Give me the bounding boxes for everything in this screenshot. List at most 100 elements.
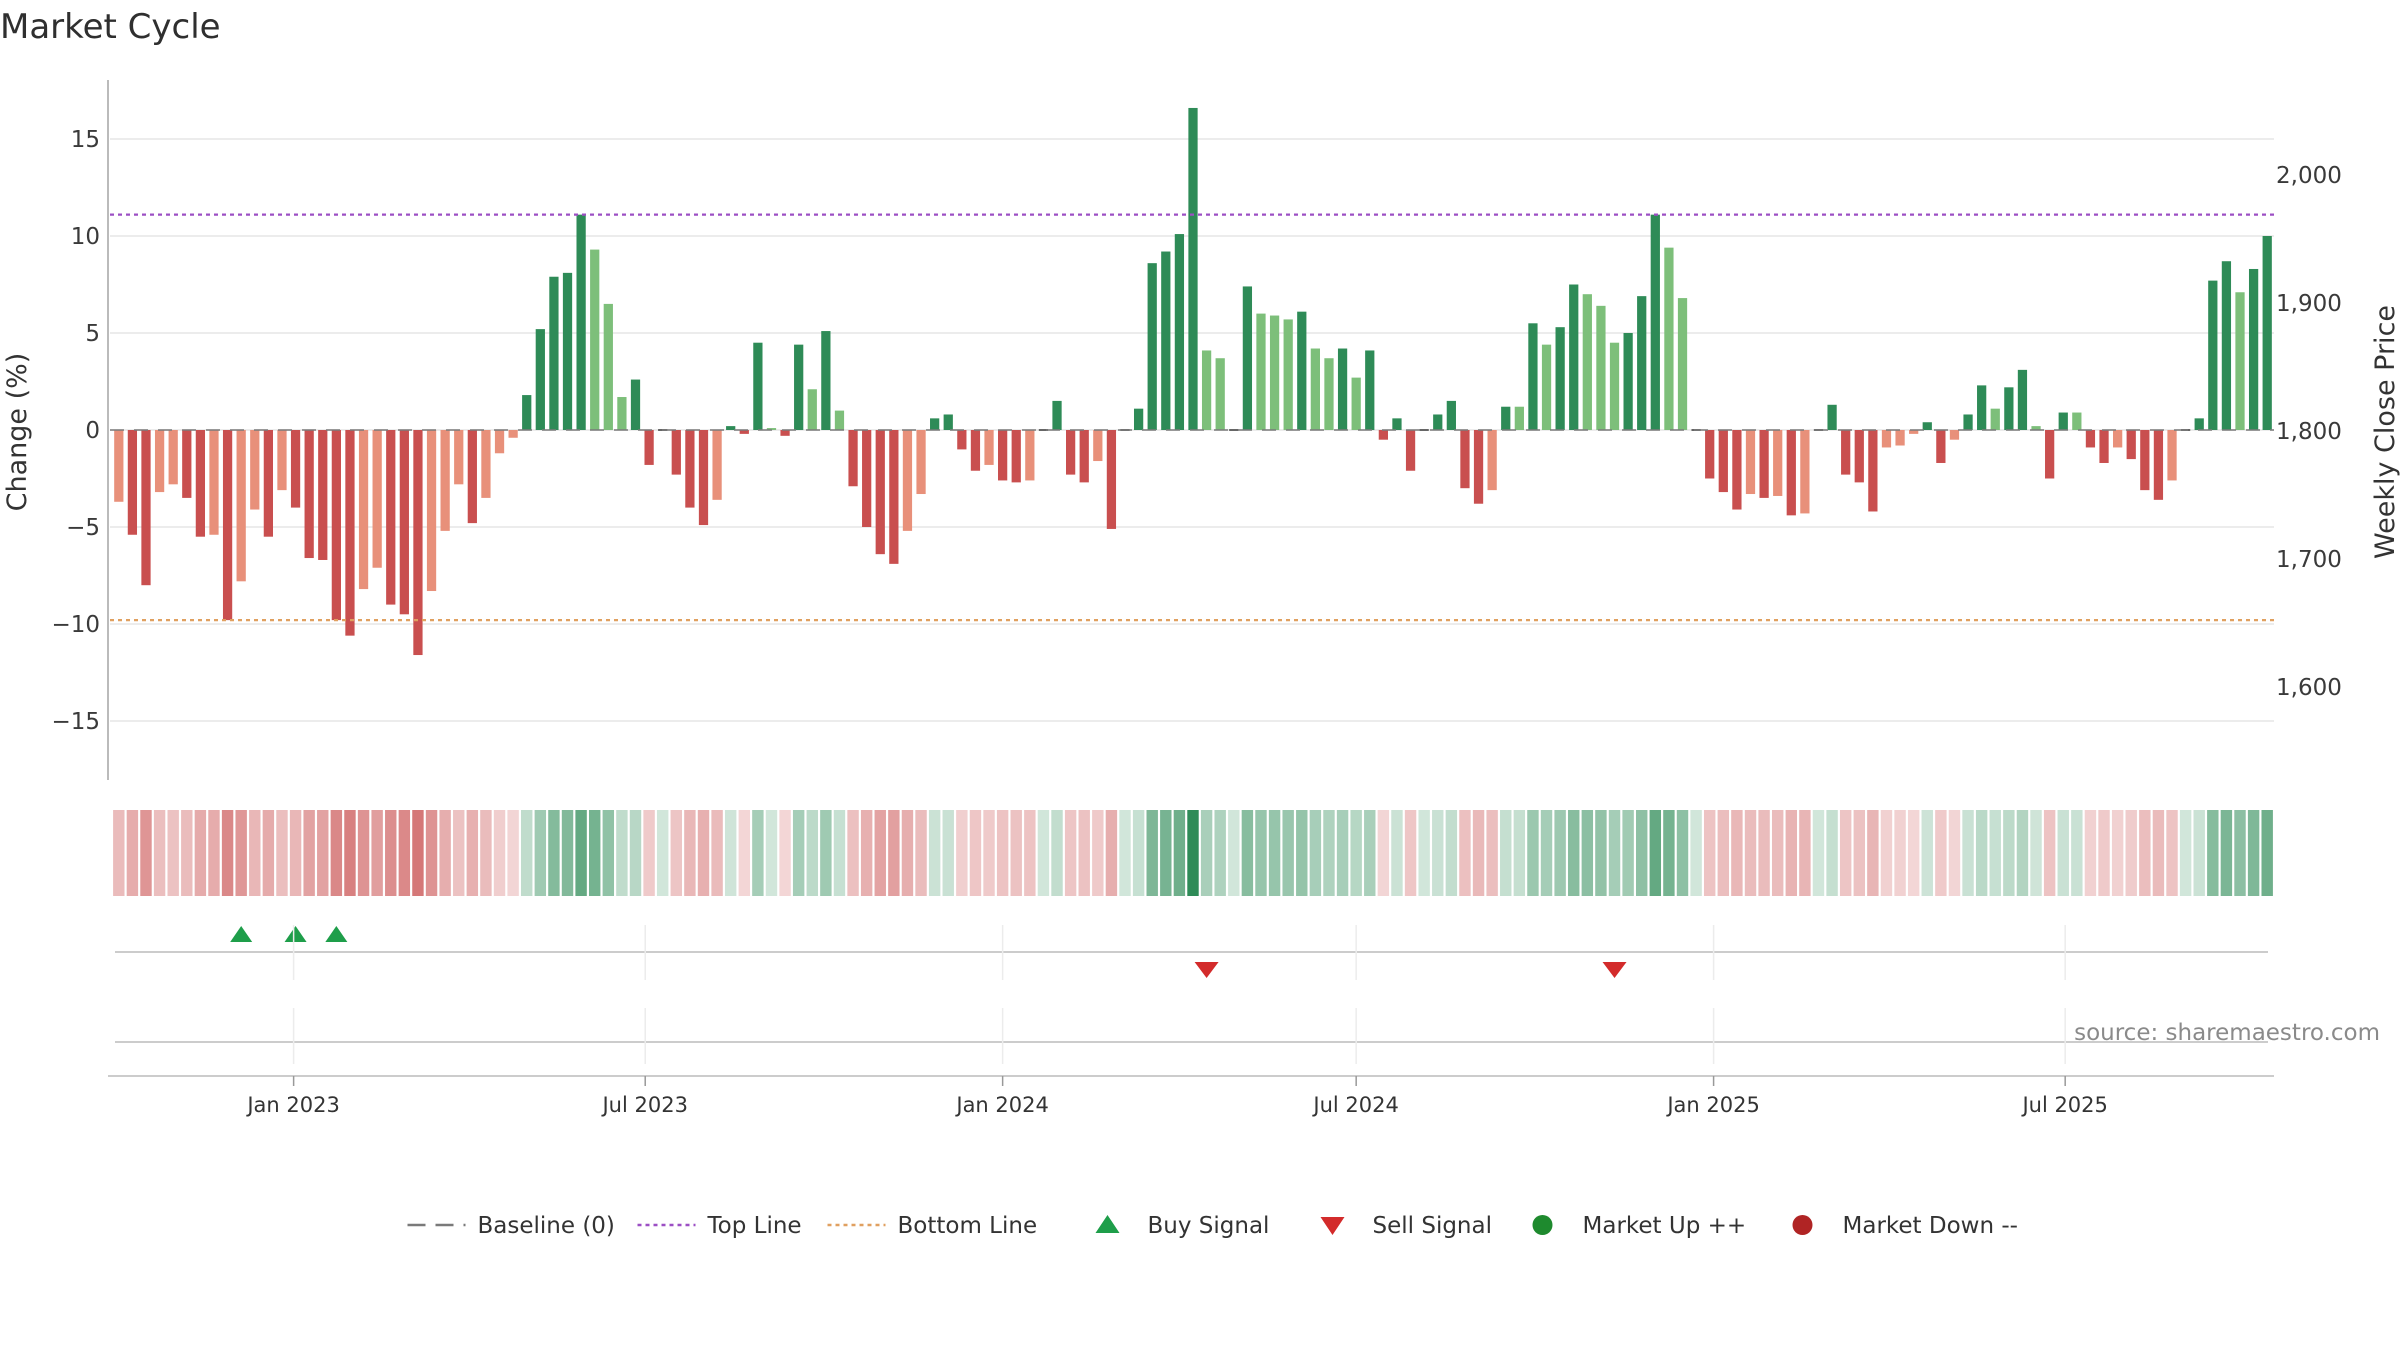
heat-cell bbox=[493, 810, 506, 896]
heat-cell bbox=[1500, 810, 1512, 896]
heat-cell bbox=[221, 810, 234, 896]
right-tick-label: 1,700 bbox=[2276, 547, 2342, 573]
bar bbox=[1868, 430, 1878, 512]
heat-cell bbox=[1744, 810, 1757, 896]
bar bbox=[2085, 430, 2096, 448]
heat-strip bbox=[113, 810, 2273, 896]
bar bbox=[222, 430, 233, 621]
bar bbox=[2017, 369, 2028, 430]
bar bbox=[1283, 319, 1293, 430]
heat-cell bbox=[140, 810, 152, 896]
bar bbox=[1623, 333, 1633, 430]
heat-cell bbox=[1622, 810, 1634, 896]
bar bbox=[1501, 406, 1511, 430]
heat-cell bbox=[412, 810, 424, 896]
x-tick-label: Jul 2023 bbox=[600, 1093, 687, 1117]
bar bbox=[834, 410, 845, 430]
legend-item-down: Market Down -- bbox=[1792, 1213, 2018, 1239]
bar bbox=[2208, 280, 2218, 430]
bar bbox=[345, 430, 355, 636]
left-tick-label: −15 bbox=[51, 709, 100, 735]
bar bbox=[277, 430, 287, 491]
left-tick-label: 10 bbox=[71, 224, 100, 250]
heat-cell bbox=[1459, 810, 1471, 896]
legend-label: Market Down -- bbox=[1843, 1213, 2018, 1239]
heat-cell bbox=[1105, 810, 1118, 896]
bar bbox=[862, 430, 872, 527]
x-tick-label: Jan 2025 bbox=[1665, 1093, 1760, 1117]
bar bbox=[535, 329, 545, 430]
heat-cell bbox=[711, 810, 723, 896]
legend-label: Sell Signal bbox=[1373, 1213, 1493, 1239]
heat-cell bbox=[1595, 810, 1607, 896]
heat-cell bbox=[1880, 810, 1893, 896]
bar bbox=[1337, 348, 1348, 430]
legend-label: Bottom Line bbox=[898, 1213, 1038, 1239]
bar bbox=[1650, 214, 1660, 430]
heat-cell bbox=[1921, 810, 1933, 896]
sell-signal-marker bbox=[1194, 962, 1219, 978]
legend-up-icon bbox=[1532, 1215, 1553, 1235]
bar bbox=[1949, 430, 1960, 440]
bar bbox=[1773, 430, 1783, 496]
heat-cell bbox=[1581, 810, 1594, 896]
bar bbox=[1881, 430, 1892, 448]
heat-cell bbox=[2111, 810, 2124, 896]
bar bbox=[1378, 430, 1388, 440]
heat-cell bbox=[1812, 810, 1825, 896]
bar bbox=[263, 430, 273, 537]
heat-cell bbox=[1051, 810, 1063, 896]
heat-cell bbox=[779, 810, 791, 896]
heat-cell bbox=[1187, 810, 1199, 896]
heat-cell bbox=[1282, 810, 1294, 896]
heat-cell bbox=[1432, 810, 1444, 896]
heat-cell bbox=[548, 810, 560, 896]
left-axis-ticks: 15 10 5 0 −5 −10 −15 bbox=[51, 127, 100, 735]
bar bbox=[889, 430, 899, 564]
heat-cell bbox=[534, 810, 547, 896]
bar bbox=[1936, 430, 1946, 463]
bar bbox=[1106, 430, 1117, 529]
bar bbox=[1460, 430, 1470, 489]
heat-cell bbox=[1173, 810, 1186, 896]
bar bbox=[1827, 404, 1837, 430]
bar bbox=[1324, 358, 1334, 430]
heat-cell bbox=[1636, 810, 1648, 896]
heat-cell bbox=[385, 810, 397, 896]
heat-cell bbox=[2139, 810, 2151, 896]
legend-item-up: Market Up ++ bbox=[1532, 1213, 1746, 1239]
heat-cell bbox=[1268, 810, 1281, 896]
heat-cell bbox=[1404, 810, 1417, 896]
heat-cell bbox=[466, 810, 479, 896]
heat-cell bbox=[1309, 810, 1322, 896]
heat-cell bbox=[181, 810, 193, 896]
bar bbox=[1609, 342, 1620, 430]
heat-cell bbox=[1146, 810, 1158, 896]
right-tick-label: 1,800 bbox=[2276, 419, 2342, 445]
bar bbox=[522, 395, 532, 430]
bar bbox=[182, 430, 192, 498]
bar bbox=[2126, 430, 2136, 460]
bar bbox=[1025, 430, 1035, 481]
heat-cell bbox=[765, 810, 778, 896]
heat-cell bbox=[806, 810, 818, 896]
bar bbox=[454, 430, 464, 485]
bar bbox=[617, 397, 627, 430]
bar bbox=[1201, 350, 1212, 430]
heat-cell bbox=[833, 810, 846, 896]
heat-cell bbox=[289, 810, 302, 896]
heat-cell bbox=[1377, 810, 1390, 896]
heat-cell bbox=[1132, 810, 1145, 896]
heat-cell bbox=[235, 810, 247, 896]
bar bbox=[358, 430, 369, 590]
bar bbox=[1229, 429, 1239, 431]
heat-cell bbox=[1486, 810, 1498, 896]
bar bbox=[1745, 430, 1756, 495]
heat-cell bbox=[344, 810, 356, 896]
legend: Baseline (0) Top Line Bottom Line Buy Signa… bbox=[407, 1213, 2018, 1239]
bar bbox=[2004, 387, 2014, 430]
bar bbox=[916, 430, 926, 495]
heat-cell bbox=[2084, 810, 2097, 896]
bar bbox=[331, 430, 341, 621]
